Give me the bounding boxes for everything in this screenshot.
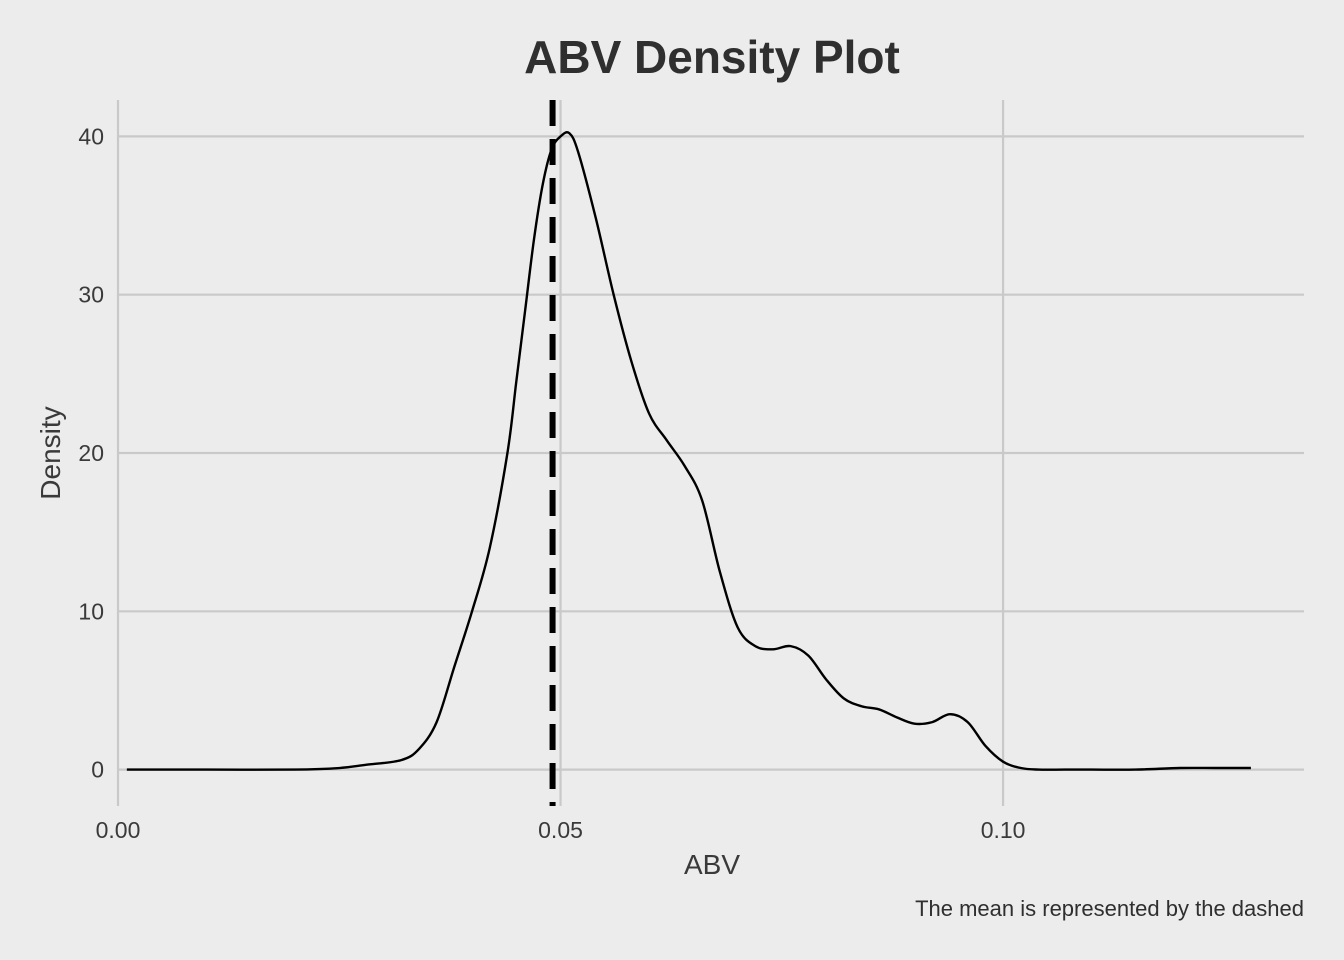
y-tick-label: 0 xyxy=(91,757,104,783)
x-tick-label: 0.00 xyxy=(96,817,141,843)
x-axis-title: ABV xyxy=(684,849,740,880)
x-tick-label: 0.10 xyxy=(981,817,1026,843)
y-tick-label: 20 xyxy=(78,440,104,466)
chart-title: ABV Density Plot xyxy=(524,31,900,83)
series-layer xyxy=(126,131,1251,771)
y-axis-title: Density xyxy=(35,406,66,499)
y-axis-ticks: 0 10 20 30 40 xyxy=(78,123,104,782)
density-curve xyxy=(126,131,1251,771)
x-axis-ticks: 0.00 0.05 0.10 xyxy=(96,817,1026,843)
chart-caption: The mean is represented by the dashed xyxy=(915,896,1304,921)
y-tick-label: 30 xyxy=(78,282,104,308)
grid-lines xyxy=(116,100,1304,806)
y-tick-label: 10 xyxy=(78,598,104,624)
x-tick-label: 0.05 xyxy=(538,817,583,843)
y-tick-label: 40 xyxy=(78,123,104,149)
